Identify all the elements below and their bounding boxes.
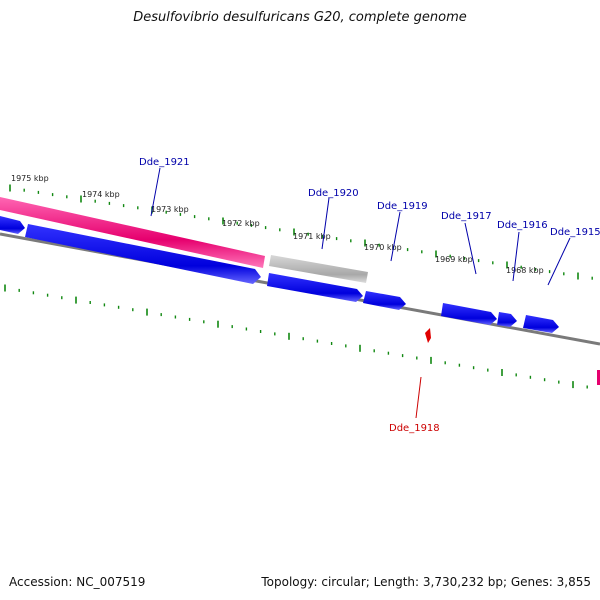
genome-summary-text: Topology: circular; Length: 3,730,232 bp… [261, 575, 591, 589]
kbp-label: 1968 kbp [506, 266, 544, 275]
gene-label-dde1917[interactable]: Dde_1917 [441, 211, 492, 222]
inner-scale-ticks [4, 284, 588, 389]
gene-arrow-dde1915[interactable] [523, 315, 559, 333]
gene-labels: Dde_1921 Dde_1920 Dde_1919 Dde_1917 Dde_… [139, 157, 600, 434]
pseudo-feature-bar[interactable] [269, 255, 368, 283]
kbp-label: 1971 kbp [293, 232, 331, 241]
leader-line-dde1918 [415, 376, 422, 419]
scale-labels: 1975 kbp 1974 kbp 1973 kbp 1972 kbp 1971… [11, 174, 544, 275]
kbp-label: 1969 kbp [435, 255, 473, 264]
gene-label-dde1919[interactable]: Dde_1919 [377, 201, 428, 212]
gene-label-dde1916[interactable]: Dde_1916 [497, 220, 548, 231]
rna-feature-edge[interactable] [597, 370, 600, 385]
gene-leader-lines [150, 167, 571, 419]
kbp-label: 1975 kbp [11, 174, 49, 183]
leader-line-dde1917 [464, 222, 477, 275]
gene-label-dde1921[interactable]: Dde_1921 [139, 157, 190, 168]
kbp-label: 1970 kbp [364, 243, 402, 252]
leader-line-dde1919 [390, 211, 401, 262]
gene-arrow-dde1919[interactable] [363, 291, 406, 310]
gene-arrow-dde1920[interactable] [267, 273, 363, 302]
rna-feature-bar[interactable] [0, 197, 265, 268]
gene-label-dde1915[interactable]: Dde_1915 [550, 227, 600, 238]
kbp-label: 1972 kbp [222, 219, 260, 228]
gene-arrow-dde1918[interactable] [425, 328, 431, 343]
gene-label-dde1920[interactable]: Dde_1920 [308, 188, 359, 199]
leader-line-dde1915 [547, 237, 571, 286]
gene-arrow[interactable] [0, 216, 25, 234]
gene-label-dde1918[interactable]: Dde_1918 [389, 423, 440, 434]
leader-line-dde1916 [512, 231, 520, 282]
kbp-label: 1974 kbp [82, 190, 120, 199]
accession-text: Accession: NC_007519 [9, 575, 146, 589]
gene-arrow-dde1921[interactable] [25, 224, 261, 284]
gene-arrow-track [0, 216, 559, 343]
rna-feature-track [0, 197, 600, 385]
kbp-label: 1973 kbp [151, 205, 189, 214]
map-title: Desulfovibrio desulfuricans G20, complet… [133, 10, 467, 25]
leader-line-dde1921 [150, 167, 161, 217]
leader-line-dde1920 [321, 197, 330, 250]
gene-arrow-dde1917[interactable] [441, 303, 497, 325]
gene-arrow-dde1916[interactable] [497, 312, 517, 327]
